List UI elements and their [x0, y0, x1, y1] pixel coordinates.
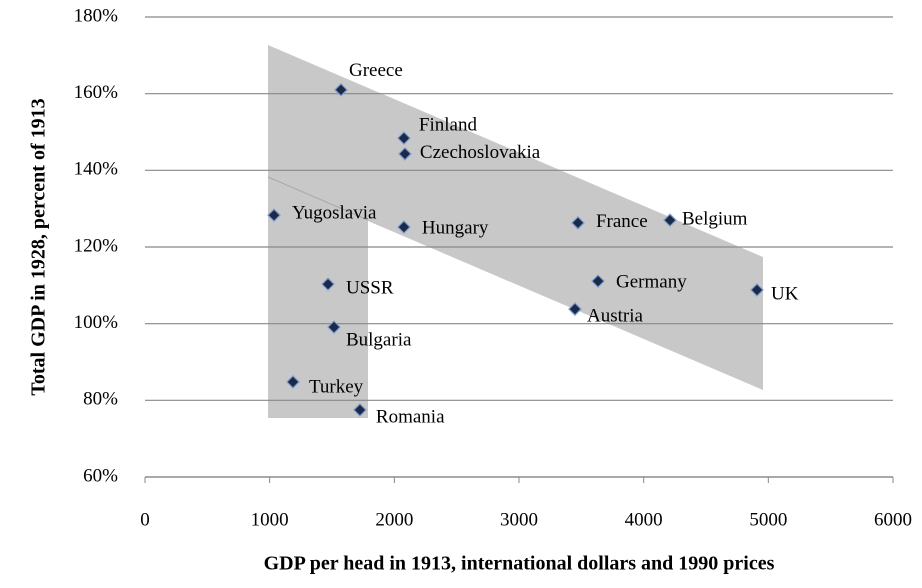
- point: [397, 220, 411, 234]
- point: [571, 216, 585, 230]
- y-tick-label: 180%: [74, 5, 119, 26]
- point: [591, 274, 605, 288]
- y-tick-label: 80%: [83, 389, 118, 410]
- x-tick-label: 4000: [625, 509, 663, 530]
- y-tick-label: 160%: [74, 82, 119, 103]
- x-tick-label: 0: [140, 509, 150, 530]
- point-label: UK: [771, 283, 799, 304]
- point: [327, 320, 341, 334]
- point: [568, 302, 582, 316]
- point: [663, 213, 677, 228]
- point: [286, 375, 300, 389]
- point: [334, 82, 348, 97]
- x-axis-title: GDP per head in 1913, international doll…: [264, 553, 775, 575]
- x-tick-label: 2000: [375, 509, 413, 530]
- x-tick-label: 6000: [874, 509, 912, 530]
- point: [267, 208, 281, 223]
- point: [321, 277, 335, 292]
- y-tick-label: 60%: [83, 465, 118, 486]
- y-tick-label: 140%: [74, 159, 119, 180]
- x-tick-label: 1000: [251, 509, 289, 530]
- point-label: Turkey: [309, 376, 364, 397]
- point-label: Austria: [587, 305, 644, 326]
- point: [398, 147, 412, 161]
- point-label: Czechoslovakia: [420, 142, 541, 163]
- region-edge: [267, 176, 369, 221]
- point-label: Romania: [376, 406, 445, 427]
- point-label: Hungary: [422, 217, 489, 238]
- point-label: Belgium: [682, 209, 748, 230]
- x-tick-label: 5000: [749, 509, 787, 530]
- x-tick-label: 3000: [500, 509, 538, 530]
- point: [750, 283, 764, 297]
- point-label: Bulgaria: [346, 329, 412, 350]
- point-label: Yugoslavia: [292, 203, 377, 224]
- shaded-region: [268, 45, 763, 418]
- y-tick-label: 100%: [74, 312, 119, 333]
- point: [353, 403, 367, 417]
- point-label: France: [596, 211, 648, 232]
- y-axis-title: Total GDP in 1928, percent of 1913: [28, 98, 50, 395]
- point-label: Greece: [349, 60, 403, 81]
- point-label: USSR: [346, 278, 394, 299]
- point: [397, 131, 411, 145]
- y-tick-label: 120%: [74, 235, 119, 256]
- point-label: Finland: [419, 114, 478, 135]
- point-label: Germany: [616, 271, 687, 292]
